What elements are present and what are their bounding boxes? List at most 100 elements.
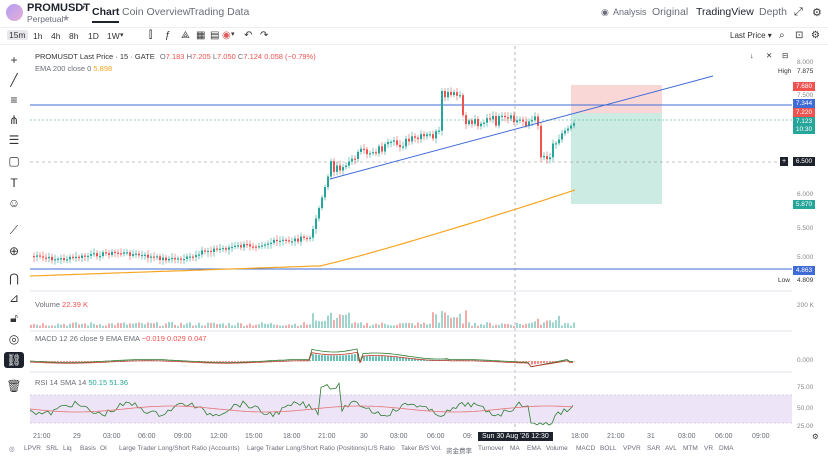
indicator-shortcut[interactable]: SAR [647,445,661,452]
indicator-shortcut[interactable]: MA [510,445,520,452]
tab-analysis[interactable]: Analysis [613,7,647,17]
zoom-in-tool-icon[interactable]: ⊕ [8,244,20,258]
timeframe-1h[interactable]: 1h [33,31,43,41]
compare-icon[interactable]: ⟁ [181,30,190,41]
star-icon[interactable]: ★ [62,13,71,23]
magnet-tool-icon[interactable]: ⋂ [9,271,19,285]
close-icon[interactable]: ✕ [766,51,773,60]
indicator-shortcut[interactable]: Large Trader Long/Short Ratio (Positions… [247,445,368,452]
macd-histogram-bar [396,357,398,361]
indicator-shortcut[interactable]: AVL [665,445,677,452]
indicator-shortcut[interactable]: Large Trader Long/Short Ratio (Accounts) [119,445,240,452]
axis-settings-icon[interactable]: ⚙ [812,432,819,441]
shape-tool-icon[interactable]: ▢ [8,154,20,168]
lock-icon[interactable]: 🔓︎ [10,311,18,325]
candle-body [354,158,356,160]
add-alert-icon[interactable]: + [780,157,788,166]
crosshair-tool-icon[interactable]: + [10,53,18,67]
analysis-icon[interactable]: ◉ [601,7,609,17]
timeframe-1d[interactable]: 1D [88,31,99,41]
indicator-shortcut[interactable]: Taker B/S Vol. [401,445,442,452]
volume-bar [135,322,137,328]
layout-icon[interactable]: ▦ [196,30,206,41]
symbol-name[interactable]: PROMUSDT [27,2,90,14]
fib-tool-icon[interactable]: ☰ [8,133,20,147]
horizontal-line-tool-icon[interactable]: ≡ [10,93,18,107]
candle-body [96,253,98,257]
candle-body [423,134,425,137]
alert-dropdown-icon[interactable]: ▾ [231,31,235,38]
volume-bar [138,322,140,328]
settings-icon[interactable]: ⚙ [812,7,822,19]
camera-icon[interactable]: ⊡ [795,30,804,41]
candle-body [180,258,182,260]
trendline[interactable] [329,75,714,180]
tab-depth[interactable]: Depth [759,6,788,18]
indicator-shortcut[interactable]: VR [704,445,714,452]
volume-bar [522,325,524,328]
macd-histogram-bar [519,361,521,362]
pitchfork-tool-icon[interactable]: ⋔ [8,113,20,127]
timeframe-dropdown-icon[interactable]: ▾ [120,32,124,39]
expand-icon[interactable]: ⤢ [794,6,803,18]
settings-icon-2[interactable]: ⚙ [811,30,820,41]
candle-body [165,257,167,261]
indicator-shortcut[interactable]: DMA [719,445,734,452]
trendline-tool-icon[interactable]: ╱ [10,73,18,87]
ruler-tool-icon[interactable]: ⟋ [9,223,19,237]
tab-trading-data[interactable]: Trading Data [189,6,250,18]
candle-body [219,248,221,250]
indicator-shortcut[interactable]: Volume [546,445,568,452]
template-icon[interactable]: ▤ [210,30,220,41]
timeframe-15m[interactable]: 15m [7,30,28,40]
indicator-shortcut[interactable]: VPVR [623,445,641,452]
price-mode-select[interactable]: Last Price ▾ [730,31,772,40]
indicator-shortcut[interactable]: LPVR [24,445,41,452]
indicators-icon[interactable]: ƒ [165,30,171,41]
volume-bar [258,324,260,328]
visibility-icon[interactable]: ◎ [8,332,20,346]
arrow-down-icon[interactable]: ↓ [750,51,754,60]
risk-zone[interactable] [571,85,662,113]
indicator-shortcut[interactable]: Basis [80,445,96,452]
alert-icon[interactable]: ◉ [222,30,231,41]
indicator-toggle-icon[interactable]: ◎ [9,446,15,453]
indicator-shortcut[interactable]: OI [100,445,107,452]
redo-icon[interactable]: ↷ [260,30,269,41]
trash-icon[interactable]: 🗑︎ [6,379,22,393]
tab-tradingview[interactable]: TradingView [696,6,754,18]
candle-body [501,115,503,118]
reward-zone[interactable] [571,113,662,204]
undo-icon[interactable]: ↶ [244,30,253,41]
indicator-shortcut[interactable]: BOLL [600,445,617,452]
search-icon[interactable]: ⌕ [779,30,785,41]
indicator-shortcut[interactable]: MTM [683,445,698,452]
volume-bar [570,325,572,328]
candle-body [132,254,134,256]
lock-drawing-icon[interactable]: ⊿ [8,291,20,305]
tab-original[interactable]: Original [652,6,689,18]
text-tool-icon[interactable]: T [10,176,18,190]
collapse-icon[interactable]: ⊟ [782,51,789,60]
tab-chart[interactable]: Chart [92,6,120,23]
indicator-shortcut[interactable]: SRL [46,445,59,452]
indicator-shortcut[interactable]: Turnover [478,445,504,452]
emoji-tool-icon[interactable]: ☺ [7,196,21,210]
candle-type-icon[interactable]: ⫿ [149,30,153,41]
volume-bar [192,325,194,328]
chevron-down-icon[interactable]: ▾ [81,3,86,12]
indicator-shortcut[interactable]: MACD [576,445,596,452]
timeframe-8h[interactable]: 8h [69,31,79,41]
candle-body [318,208,320,219]
indicator-shortcut[interactable]: EMA [527,445,542,452]
price-chart[interactable] [30,46,792,431]
link-icon[interactable]: ⛓︎ [4,352,24,368]
indicator-shortcut[interactable]: L/S Ratio [368,445,395,452]
tab-coin-overview[interactable]: Coin Overview [122,6,191,18]
indicator-shortcut[interactable]: Liq [63,445,72,452]
candle-body [294,238,296,242]
candle-body [330,161,332,177]
indicator-shortcut[interactable]: 资金费率 [446,448,472,455]
timeframe-1w[interactable]: 1W [107,31,120,41]
timeframe-4h[interactable]: 4h [51,31,61,41]
